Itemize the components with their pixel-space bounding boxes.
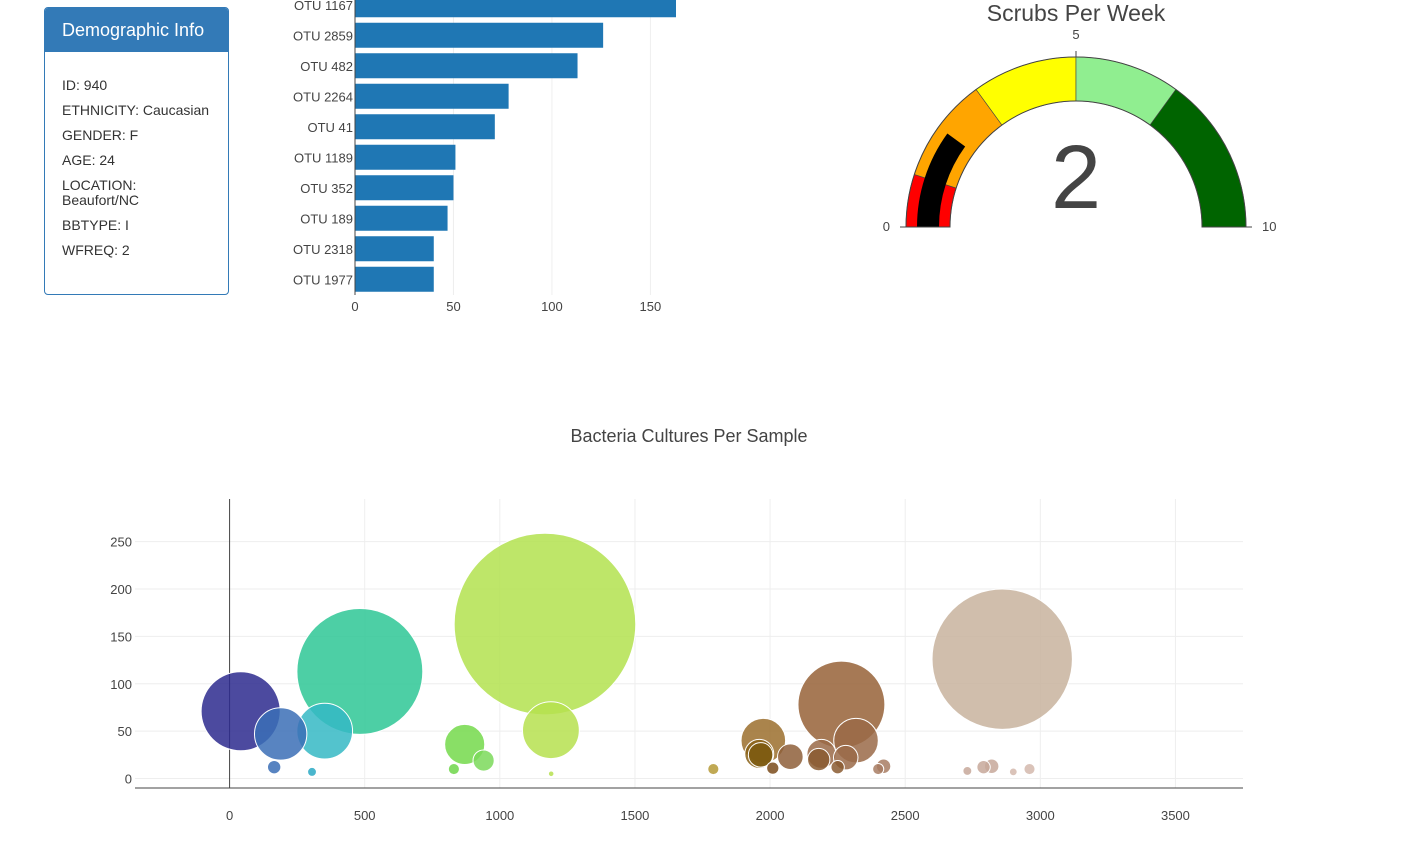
gauge-tick-label: 0 — [883, 219, 890, 234]
demographic-row: GENDER: F — [62, 127, 139, 143]
bar-category-label: OTU 1977 — [293, 272, 353, 287]
bubble-point — [453, 532, 637, 716]
bar — [355, 266, 434, 292]
bubble-point — [747, 742, 774, 768]
bubble-point — [547, 770, 555, 778]
bubble-point — [266, 759, 282, 775]
bubble-x-tick-label: 500 — [354, 808, 376, 823]
gauge-tick-label: 10 — [1262, 219, 1276, 234]
demographic-row: LOCATION: Beaufort/NC — [62, 177, 140, 208]
bubble-point — [976, 759, 991, 775]
bar — [355, 22, 604, 48]
demographic-panel: Demographic Info ID: 940 ETHNICITY: Cauc… — [44, 7, 229, 295]
bubble-point — [931, 588, 1073, 730]
gauge-outline — [905, 56, 1247, 228]
bubble-y-tick-label: 250 — [110, 535, 132, 550]
bacteria-bubble-chart: 0 500 1000 1500 2000 2500 3000 3500 0 50 100 150 200… — [110, 426, 1243, 823]
bar-x-tick-label: 100 — [541, 299, 563, 314]
bubble-point — [807, 747, 831, 772]
demographic-row: WFREQ: 2 — [62, 242, 130, 258]
bar — [355, 114, 495, 140]
demographic-row: BBTYPE: I — [62, 217, 129, 233]
bubble-point — [472, 749, 495, 772]
scrubs-gauge-chart: 0 5 10 Scrubs Per Week 2 — [883, 0, 1277, 234]
bar — [355, 205, 448, 231]
bubble-x-tick-label: 2000 — [756, 808, 785, 823]
bar-category-label: OTU 1189 — [294, 150, 353, 165]
bubble-point — [830, 759, 845, 775]
gauge-title: Scrubs Per Week — [987, 0, 1166, 26]
bar — [355, 83, 509, 109]
bubble-point — [447, 762, 460, 776]
bubble-point — [766, 761, 780, 775]
bar-category-label: OTU 2859 — [293, 28, 353, 43]
bar — [355, 144, 456, 170]
bubble-point — [1008, 767, 1018, 777]
bubble-y-tick-label: 100 — [110, 677, 132, 692]
bar-category-label: OTU 482 — [300, 59, 353, 74]
bubble-y-tick-label: 200 — [110, 582, 132, 597]
bubble-x-tick-label: 0 — [226, 808, 233, 823]
bar-x-tick-label: 50 — [446, 299, 460, 314]
demographic-panel-body: ID: 940 ETHNICITY: Caucasian GENDER: F A… — [45, 52, 228, 258]
bar-x-tick-label: 0 — [351, 299, 358, 314]
gauge-value-label: 2 — [1051, 128, 1101, 228]
bar-category-label: OTU 41 — [307, 120, 353, 135]
bar — [355, 0, 676, 18]
bar-category-label: OTU 2318 — [293, 242, 353, 257]
bubble-x-tick-label: 1000 — [485, 808, 514, 823]
bubble-point — [253, 707, 308, 761]
top-otu-bar-chart: 0 50 100 150 OTU 1167 OTU 2859 OTU 482 OTU 2264… — [293, 0, 676, 314]
bubble-point — [872, 762, 885, 776]
bubble-point — [307, 766, 317, 777]
bar — [355, 53, 578, 79]
bubble-x-tick-label: 1500 — [620, 808, 649, 823]
bubble-x-tick-label: 3500 — [1161, 808, 1190, 823]
demographic-row: ETHNICITY: Caucasian — [62, 102, 210, 118]
bubble-y-tick-label: 50 — [118, 724, 132, 739]
demographic-row: ID: 940 — [62, 77, 108, 93]
bubble-point — [777, 743, 804, 771]
bar — [355, 175, 454, 201]
bar-category-label: OTU 189 — [300, 211, 353, 226]
bar — [355, 236, 434, 262]
bubble-point — [1023, 762, 1036, 776]
bubble-point — [521, 701, 580, 760]
demographic-row: AGE: 24 — [62, 152, 115, 168]
gauge-tick-label: 5 — [1072, 27, 1079, 42]
bubble-point — [707, 762, 720, 776]
bubble-y-tick-label: 150 — [110, 629, 132, 644]
bar-x-tick-label: 150 — [640, 299, 662, 314]
demographic-panel-title: Demographic Info — [45, 8, 228, 52]
gauge-value-bar — [917, 133, 966, 227]
bar-category-label: OTU 352 — [300, 181, 353, 196]
bubble-x-tick-label: 2500 — [891, 808, 920, 823]
bubble-x-tick-label: 3000 — [1026, 808, 1055, 823]
bar-category-label: OTU 2264 — [293, 89, 353, 104]
bubble-point — [296, 608, 424, 735]
bar-category-label: OTU 1167 — [294, 0, 353, 13]
bubble-chart-title: Bacteria Cultures Per Sample — [570, 426, 807, 446]
bubble-y-tick-label: 0 — [125, 772, 132, 787]
bubble-point — [962, 765, 973, 776]
